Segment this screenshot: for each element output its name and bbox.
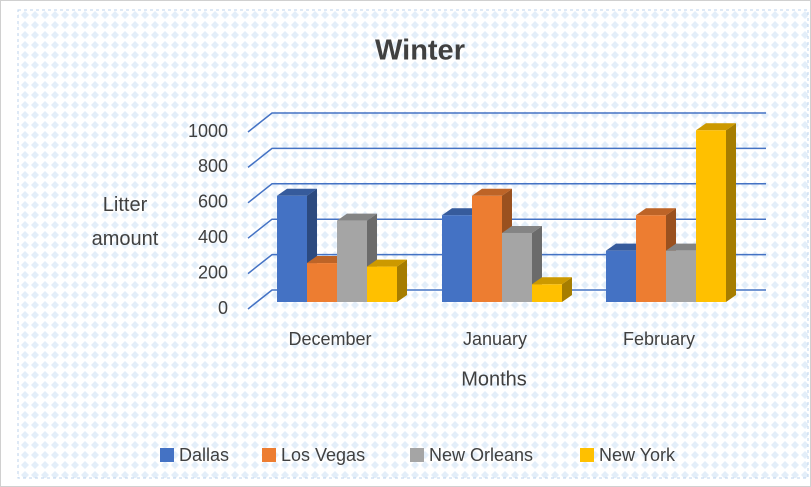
bar (532, 277, 572, 302)
bar-front (337, 220, 367, 302)
y-tick-label: 400 (198, 227, 228, 247)
bar-front (502, 232, 532, 302)
legend-label: New York (599, 445, 676, 465)
legend-swatch (580, 448, 594, 462)
grid-line (247, 112, 766, 133)
grid-line (247, 289, 766, 310)
grid-line (247, 253, 766, 275)
bar-top-shade (696, 123, 736, 131)
x-axis-title: Months (461, 368, 527, 390)
grid-line (247, 147, 766, 168)
bar-top-shade (532, 277, 572, 285)
grid-line (247, 218, 766, 239)
bar-top-shade (367, 259, 407, 267)
x-tick-label: December (288, 329, 371, 349)
bar-side (726, 123, 736, 302)
legend-swatch (160, 448, 174, 462)
bar-front (666, 250, 696, 302)
x-tick-label: February (623, 329, 695, 349)
x-tick-label: January (463, 329, 527, 349)
bar-top (367, 259, 407, 267)
bar-side-shade (562, 277, 572, 302)
bar-front (532, 284, 562, 302)
bar-top-shade (636, 208, 676, 216)
y-axis-title: Litter amount (92, 194, 159, 250)
bar-top (636, 208, 676, 216)
bar-top-shade (277, 188, 317, 196)
y-axis-title-line: amount (92, 228, 159, 250)
bar-side-shade (726, 123, 736, 302)
bar-front (442, 215, 472, 302)
bar-top (502, 225, 542, 233)
legend-swatch (410, 448, 424, 462)
bar-top-shade (502, 225, 542, 233)
bar-front (367, 266, 397, 302)
bar-top (337, 213, 377, 221)
y-tick-label: 800 (198, 156, 228, 176)
bar (367, 259, 407, 302)
bar-front (636, 215, 666, 302)
y-axis-title-line: Litter (103, 194, 148, 216)
grid-line (247, 183, 766, 204)
bar-front (307, 263, 337, 302)
legend-swatch (262, 448, 276, 462)
bar-side (397, 259, 407, 302)
bar-front (606, 250, 636, 302)
bar-top (472, 188, 512, 196)
chart-title: Winter (375, 35, 465, 67)
bar-side-shade (397, 259, 407, 302)
bar-front (696, 130, 726, 302)
bar-top-shade (472, 188, 512, 196)
y-tick-label: 200 (198, 262, 228, 282)
bar-side (562, 277, 572, 302)
bar-front (277, 195, 307, 302)
legend-label: New Orleans (429, 445, 533, 465)
bar-front (472, 195, 502, 302)
bar (696, 123, 736, 302)
bar-top (532, 277, 572, 285)
bar-top (696, 123, 736, 131)
legend-label: Los Vegas (281, 445, 365, 465)
legend-label: Dallas (179, 445, 229, 465)
y-tick-label: 0 (218, 298, 228, 318)
y-tick-label: 600 (198, 192, 228, 212)
bar-top (277, 188, 317, 196)
bar-top-shade (337, 213, 377, 221)
y-tick-label: 1000 (188, 121, 228, 141)
